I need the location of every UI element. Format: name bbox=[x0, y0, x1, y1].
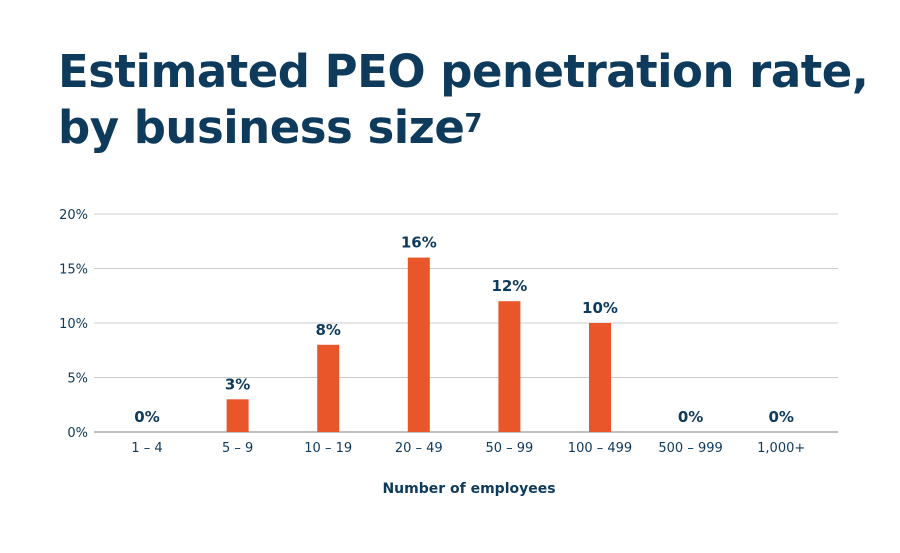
bar bbox=[498, 301, 521, 432]
x-tick-label: 100 – 499 bbox=[568, 441, 632, 456]
y-tick-label: 0% bbox=[67, 426, 88, 441]
bar bbox=[226, 399, 249, 432]
data-label: 3% bbox=[225, 375, 250, 393]
bar bbox=[317, 344, 340, 432]
y-tick-label: 15% bbox=[59, 263, 88, 278]
x-tick-label: 10 – 19 bbox=[304, 441, 352, 456]
data-label: 0% bbox=[768, 408, 793, 426]
data-label: 0% bbox=[134, 408, 159, 426]
x-tick-label: 500 – 999 bbox=[658, 441, 722, 456]
y-tick-label: 5% bbox=[67, 372, 88, 387]
x-tick-label: 50 – 99 bbox=[485, 441, 533, 456]
data-label: 8% bbox=[315, 321, 340, 339]
data-label: 12% bbox=[491, 277, 527, 295]
x-tick-label: 1,000+ bbox=[757, 441, 805, 456]
x-tick-label: 1 – 4 bbox=[131, 441, 162, 456]
data-label: 16% bbox=[401, 234, 437, 252]
data-label: 0% bbox=[678, 408, 703, 426]
title-line-1: Estimated PEO penetration rate, bbox=[58, 45, 869, 98]
x-tick-label: 5 – 9 bbox=[222, 441, 253, 456]
bar bbox=[589, 323, 611, 432]
bar bbox=[407, 257, 430, 432]
title-line-2: by business size bbox=[58, 101, 465, 154]
data-label: 10% bbox=[582, 299, 618, 317]
y-tick-label: 20% bbox=[59, 208, 88, 223]
chart-title: Estimated PEO penetration rate, by busine… bbox=[58, 44, 869, 156]
y-tick-label: 10% bbox=[59, 317, 88, 332]
title-footnote: 7 bbox=[464, 109, 482, 139]
x-axis-title: Number of employees bbox=[382, 481, 555, 497]
x-tick-label: 20 – 49 bbox=[395, 441, 443, 456]
